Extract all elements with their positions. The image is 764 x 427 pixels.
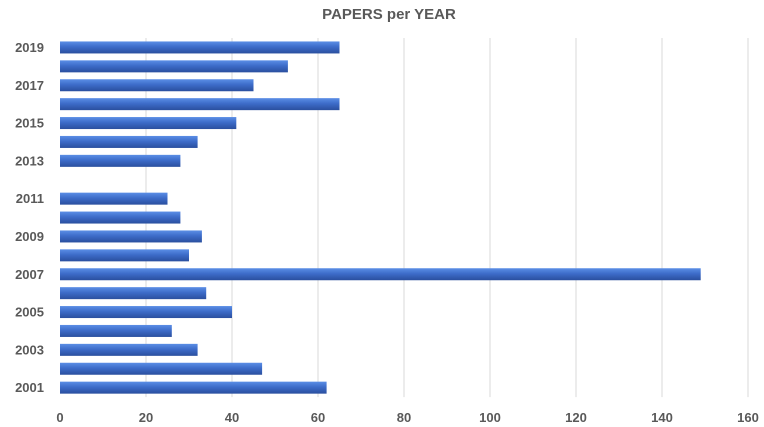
y-tick-label: 2009 xyxy=(15,229,44,244)
y-tick-label: 2015 xyxy=(15,116,44,131)
y-tick-label: 2013 xyxy=(15,153,44,168)
y-tick-label: 2007 xyxy=(15,267,44,282)
bar-2003 xyxy=(60,343,198,356)
x-tick-label: 100 xyxy=(479,410,501,425)
y-tick-label: 2019 xyxy=(15,40,44,55)
bar-2007 xyxy=(60,268,701,281)
x-tick-label: 140 xyxy=(651,410,673,425)
y-axis-labels: 2001 2003 2005 2007 2009 2011 2013 2015 2017 2019 xyxy=(15,40,44,395)
bar-2006 xyxy=(60,287,207,300)
bar-2015 xyxy=(60,117,237,130)
bar-2016 xyxy=(60,98,340,111)
bar-2017 xyxy=(60,79,254,92)
bar-2002 xyxy=(60,362,263,375)
y-tick-label: 2011 xyxy=(16,191,44,206)
bar-2004 xyxy=(60,324,172,337)
bar-2019 xyxy=(60,41,340,54)
x-tick-label: 160 xyxy=(737,410,759,425)
chart-title: PAPERS per YEAR xyxy=(322,6,456,23)
x-tick-label: 40 xyxy=(225,410,239,425)
bar-2009 xyxy=(60,230,202,243)
y-tick-label: 2001 xyxy=(15,380,44,395)
x-tick-label: 120 xyxy=(565,410,587,425)
bar-2005 xyxy=(60,306,232,319)
bar-2011 xyxy=(60,192,168,205)
y-tick-label: 2017 xyxy=(15,78,44,93)
bar-2018 xyxy=(60,60,288,73)
x-tick-label: 0 xyxy=(56,410,63,425)
y-tick-label: 2005 xyxy=(15,305,44,320)
bar-2014 xyxy=(60,135,198,148)
bar-2001 xyxy=(60,381,327,394)
bars xyxy=(60,41,701,394)
x-tick-label: 60 xyxy=(311,410,325,425)
gridlines xyxy=(145,38,749,398)
bar-2013 xyxy=(60,154,181,167)
x-tick-label: 20 xyxy=(139,410,153,425)
bar-2010 xyxy=(60,211,181,224)
bar-2008 xyxy=(60,249,189,262)
x-tick-label: 80 xyxy=(397,410,411,425)
y-tick-label: 2003 xyxy=(15,342,44,357)
x-axis-labels: 0 20 40 60 80 100 120 140 160 xyxy=(56,410,758,425)
